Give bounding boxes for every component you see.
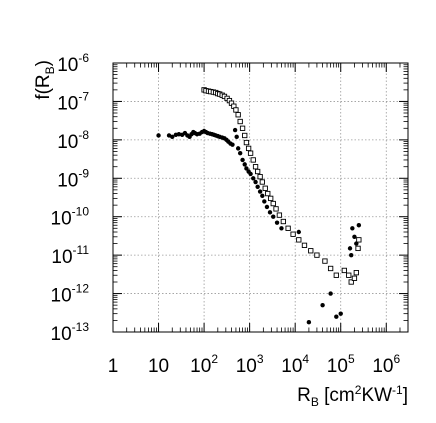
x-tick-label: 10 bbox=[148, 356, 169, 377]
data-point-filled-circle bbox=[240, 157, 245, 163]
data-point-filled-circle bbox=[253, 179, 258, 185]
data-point-open-square bbox=[245, 145, 252, 152]
x-axis-title: RB [cm2KW-1] bbox=[297, 383, 408, 409]
data-point-open-square bbox=[355, 245, 361, 252]
series-open-squares bbox=[201, 87, 362, 285]
data-point-open-square bbox=[346, 272, 352, 278]
data-point-open-square bbox=[322, 258, 328, 264]
data-point-open-square bbox=[262, 185, 268, 191]
data-point-filled-circle bbox=[279, 226, 284, 231]
data-point-filled-circle bbox=[232, 127, 238, 133]
data-point-filled-circle bbox=[352, 234, 357, 240]
data-point-filled-circle bbox=[274, 220, 280, 225]
y-tick-label: 10-10 bbox=[51, 205, 90, 230]
data-point-filled-circle bbox=[338, 311, 343, 316]
data-point-open-square bbox=[296, 237, 302, 243]
data-point-open-square bbox=[285, 225, 291, 231]
data-point-open-square bbox=[239, 125, 246, 131]
data-point-filled-circle bbox=[242, 162, 247, 167]
data-point-filled-circle bbox=[248, 171, 253, 177]
y-tick-label: 10-9 bbox=[57, 166, 89, 191]
data-point-filled-circle bbox=[176, 132, 182, 137]
data-point-filled-circle bbox=[230, 142, 235, 147]
data-point-open-square bbox=[353, 270, 359, 276]
data-point-open-square bbox=[252, 164, 259, 170]
data-point-open-square bbox=[237, 118, 243, 125]
data-point-open-square bbox=[247, 150, 254, 156]
data-point-filled-circle bbox=[260, 193, 265, 199]
minor-ticks bbox=[113, 63, 409, 332]
series-filled-circles bbox=[156, 127, 362, 325]
x-tick-label: 104 bbox=[281, 352, 309, 377]
data-point-filled-circle bbox=[350, 226, 355, 231]
data-point-filled-circle bbox=[267, 210, 273, 215]
data-point-open-square bbox=[327, 265, 334, 272]
data-point-open-square bbox=[356, 237, 362, 243]
data-point-filled-circle bbox=[251, 176, 256, 181]
y-axis-title: f(RB) bbox=[33, 60, 57, 100]
data-point-filled-circle bbox=[257, 189, 263, 194]
data-point-open-square bbox=[243, 139, 250, 146]
data-point-open-square bbox=[276, 212, 283, 218]
data-point-open-square bbox=[351, 275, 358, 281]
grid-lines bbox=[113, 63, 408, 332]
data-point-open-square bbox=[242, 132, 248, 139]
data-point-open-square bbox=[268, 195, 274, 202]
data-point-open-square bbox=[273, 206, 279, 212]
data-point-open-square bbox=[233, 107, 239, 113]
data-point-open-square bbox=[348, 279, 354, 285]
data-point-open-square bbox=[255, 168, 261, 175]
y-tick-label: 10-7 bbox=[57, 89, 89, 114]
data-point-open-square bbox=[235, 112, 241, 118]
data-point-open-square bbox=[314, 252, 320, 258]
y-tick-label: 10-13 bbox=[51, 320, 90, 345]
data-point-open-square bbox=[341, 267, 347, 274]
y-tick-label: 10-12 bbox=[51, 282, 90, 307]
data-point-filled-circle bbox=[347, 246, 353, 251]
x-tick-label: 106 bbox=[372, 352, 400, 377]
data-point-filled-circle bbox=[334, 314, 339, 319]
data-point-open-square bbox=[265, 190, 271, 197]
data-point-filled-circle bbox=[237, 150, 243, 156]
data-point-open-square bbox=[259, 179, 265, 185]
data-point-filled-circle bbox=[306, 319, 312, 325]
data-point-open-square bbox=[250, 157, 256, 163]
y-tick-labels: 10-13 10-12 10-11 10-10 10-9 10-8 10-7 10-6 bbox=[51, 51, 90, 345]
data-point-open-square bbox=[333, 272, 339, 278]
x-tick-label: 102 bbox=[190, 352, 218, 377]
data-point-filled-circle bbox=[264, 204, 270, 210]
data-point-filled-circle bbox=[170, 134, 175, 140]
data-point-filled-circle bbox=[320, 302, 325, 308]
y-tick-label: 10-8 bbox=[57, 128, 89, 153]
major-ticks bbox=[112, 62, 408, 333]
y-tick-label: 10-11 bbox=[51, 243, 89, 268]
data-point-filled-circle bbox=[235, 146, 241, 151]
x-tick-label: 105 bbox=[327, 352, 355, 377]
data-point-filled-circle bbox=[271, 214, 276, 219]
x-tick-label: 103 bbox=[236, 352, 264, 377]
y-tick-label: 10-6 bbox=[57, 51, 89, 76]
data-point-filled-circle bbox=[255, 184, 260, 190]
x-tick-label: 1 bbox=[108, 356, 119, 377]
data-point-open-square bbox=[308, 248, 314, 254]
x-tick-labels: 1 10 102 103 104 105 106 bbox=[108, 352, 401, 377]
data-point-filled-circle bbox=[262, 199, 267, 204]
data-point-open-square bbox=[270, 200, 276, 207]
data-point-open-square bbox=[257, 174, 263, 180]
data-point-open-square bbox=[280, 218, 287, 225]
plot-frame bbox=[112, 62, 409, 333]
data-point-open-square bbox=[301, 242, 308, 248]
data-point-filled-circle bbox=[156, 133, 161, 138]
data-point-filled-circle bbox=[234, 134, 239, 140]
data-point-filled-circle bbox=[328, 291, 333, 296]
data-point-filled-circle bbox=[356, 223, 362, 228]
data-point-open-square bbox=[290, 231, 296, 237]
data-point-filled-circle bbox=[349, 252, 354, 258]
data-point-filled-circle bbox=[296, 229, 301, 235]
data-point-filled-circle bbox=[244, 166, 249, 171]
